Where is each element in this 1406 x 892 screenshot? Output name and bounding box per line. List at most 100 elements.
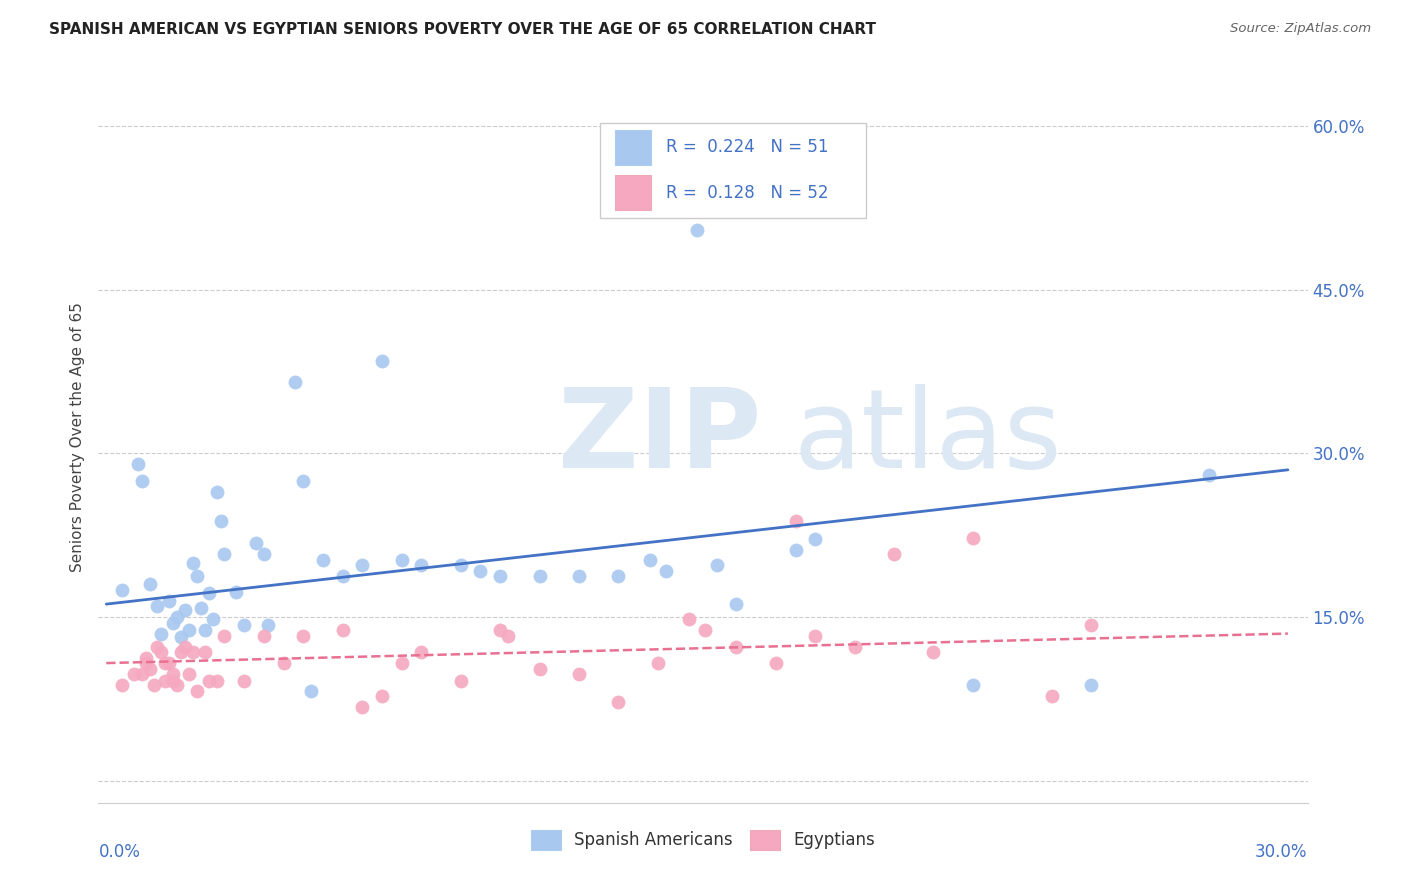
FancyBboxPatch shape [614, 130, 651, 165]
Point [127, 458, 149, 472]
Point [170, 630, 193, 644]
Point [568, 667, 591, 681]
Point [607, 568, 630, 582]
Text: SPANISH AMERICAN VS EGYPTIAN SENIORS POVERTY OVER THE AGE OF 65 CORRELATION CHAR: SPANISH AMERICAN VS EGYPTIAN SENIORS POV… [49, 22, 876, 37]
Point [1080, 678, 1102, 692]
Point [146, 640, 169, 654]
Point [371, 353, 394, 368]
Point [142, 678, 165, 692]
Point [166, 678, 188, 692]
Point [205, 484, 228, 499]
Point [253, 629, 276, 643]
Point [122, 667, 145, 681]
Point [233, 673, 256, 688]
Point [922, 645, 945, 659]
Point [489, 624, 512, 638]
Point [411, 645, 433, 659]
Point [177, 624, 200, 638]
Legend: Spanish Americans, Egyptians: Spanish Americans, Egyptians [524, 823, 882, 856]
Point [352, 558, 374, 572]
Point [332, 568, 354, 582]
Point [181, 645, 204, 659]
Point [1080, 618, 1102, 632]
Point [706, 558, 728, 572]
Point [299, 684, 322, 698]
Point [162, 615, 184, 630]
Text: R =  0.224   N = 51: R = 0.224 N = 51 [665, 138, 828, 156]
Point [157, 656, 180, 670]
Point [170, 645, 193, 659]
Point [214, 547, 236, 561]
Text: R =  0.128   N = 52: R = 0.128 N = 52 [665, 184, 828, 202]
Point [804, 629, 827, 643]
Point [157, 594, 180, 608]
Point [686, 222, 709, 236]
Point [568, 568, 591, 582]
Point [292, 629, 315, 643]
Point [312, 553, 335, 567]
Point [332, 624, 354, 638]
Point [245, 536, 267, 550]
Point [785, 542, 807, 557]
Point [138, 661, 160, 675]
Point [284, 376, 307, 390]
Point [1198, 468, 1220, 483]
Point [292, 474, 315, 488]
Point [194, 624, 217, 638]
Point [205, 673, 228, 688]
Point [162, 667, 184, 681]
Point [470, 565, 492, 579]
Point [146, 599, 169, 614]
FancyBboxPatch shape [614, 175, 651, 211]
Point [489, 568, 512, 582]
Point [138, 577, 160, 591]
Point [174, 602, 197, 616]
Point [135, 656, 157, 670]
Point [638, 553, 661, 567]
Point [785, 514, 807, 528]
Point [253, 547, 276, 561]
Point [256, 618, 278, 632]
Text: 30.0%: 30.0% [1256, 843, 1308, 861]
Point [804, 532, 827, 546]
Point [725, 640, 748, 654]
Point [391, 656, 413, 670]
Point [155, 673, 177, 688]
Point [496, 629, 519, 643]
Text: ZIP: ZIP [558, 384, 761, 491]
Point [844, 640, 866, 654]
Text: 0.0%: 0.0% [98, 843, 141, 861]
Point [197, 586, 219, 600]
Point [111, 582, 134, 597]
Point [725, 597, 748, 611]
Point [225, 585, 247, 599]
Point [194, 645, 217, 659]
Y-axis label: Seniors Poverty Over the Age of 65: Seniors Poverty Over the Age of 65 [70, 302, 86, 572]
Point [647, 656, 669, 670]
Point [166, 610, 188, 624]
Point [135, 650, 157, 665]
Text: Source: ZipAtlas.com: Source: ZipAtlas.com [1230, 22, 1371, 36]
Point [411, 558, 433, 572]
Point [150, 645, 173, 659]
Point [197, 673, 219, 688]
Point [155, 656, 177, 670]
Point [111, 678, 134, 692]
Point [186, 684, 208, 698]
Point [962, 678, 984, 692]
Point [391, 553, 413, 567]
Point [181, 556, 204, 570]
Point [883, 547, 905, 561]
Point [1040, 689, 1063, 703]
Point [273, 656, 295, 670]
Point [209, 514, 232, 528]
Text: atlas: atlas [793, 384, 1062, 491]
Point [371, 689, 394, 703]
Point [233, 618, 256, 632]
Point [654, 565, 676, 579]
Point [352, 699, 374, 714]
FancyBboxPatch shape [600, 122, 866, 218]
Point [190, 601, 212, 615]
Point [201, 612, 224, 626]
Point [693, 624, 716, 638]
